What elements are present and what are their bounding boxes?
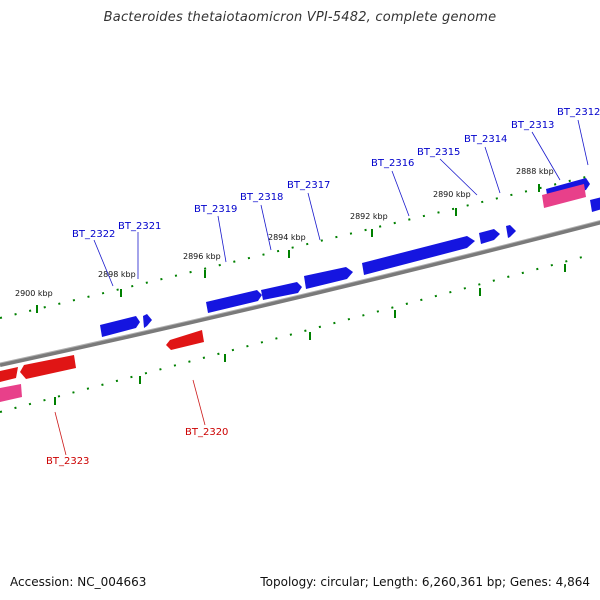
rna-feature[interactable] [0,384,22,402]
gene-arrow-forward[interactable] [261,282,302,300]
gene-arrow-forward[interactable] [143,314,152,328]
rna-features [0,184,586,402]
gene-label-forward[interactable]: BT_2319 [194,204,237,215]
tick-label: 2890 kbp [433,190,471,199]
gene-arrow-reverse[interactable] [20,355,76,379]
gene-arrow-forward[interactable] [590,197,600,212]
gene-label-forward[interactable]: BT_2316 [371,158,414,169]
reverse-genes [0,330,204,382]
gene-arrow-reverse[interactable] [0,367,18,382]
gene-label-forward[interactable]: BT_2322 [72,229,115,240]
gene-arrow-reverse[interactable] [166,330,204,350]
gene-label-forward[interactable]: BT_2318 [240,192,283,203]
reverse-tick-track [0,254,591,413]
tick-label: 2896 kbp [183,252,221,261]
gene-arrow-forward[interactable] [479,229,500,244]
forward-tick-track [0,175,591,319]
gene-label-forward[interactable]: BT_2317 [287,180,330,191]
genome-backbone [0,220,600,367]
rna-feature[interactable] [542,184,586,208]
gene-label-forward[interactable]: BT_2312 [557,107,600,118]
tick-label: 2892 kbp [350,212,388,221]
gene-label-forward[interactable]: BT_2315 [417,147,460,158]
gene-arrow-forward[interactable] [206,290,262,313]
reverse-callouts [54,379,206,456]
tick-label: 2900 kbp [15,289,53,298]
gene-label-reverse[interactable]: BT_2320 [185,427,228,438]
tick-label: 2888 kbp [516,167,554,176]
forward-callouts [93,119,589,287]
map-title: Bacteroides thetaiotaomicron VPI-5482, c… [103,10,497,25]
gene-label-forward[interactable]: BT_2314 [464,134,507,145]
genome-info-text: Topology: circular; Length: 6,260,361 bp… [260,575,590,589]
gene-arrow-forward[interactable] [304,267,353,289]
gene-arrow-forward[interactable] [506,225,516,238]
gene-label-reverse[interactable]: BT_2323 [46,456,89,467]
gene-label-forward[interactable]: BT_2321 [118,221,161,232]
accession-text: Accession: NC_004663 [10,575,147,589]
gene-arrow-forward[interactable] [100,316,140,337]
forward-genes [100,178,600,337]
tick-label: 2898 kbp [98,270,136,279]
gene-label-forward[interactable]: BT_2313 [511,120,554,131]
gene-arrow-forward[interactable] [362,236,475,275]
tick-label: 2894 kbp [268,233,306,242]
